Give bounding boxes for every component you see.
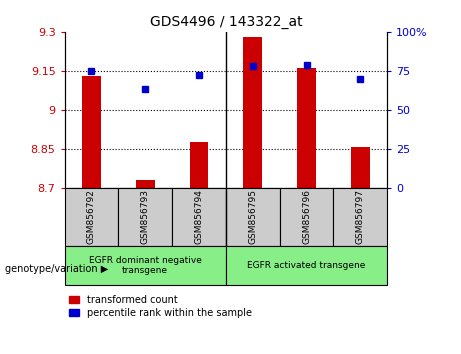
Bar (136, 180, 154, 188)
Title: GDS4496 / 143322_at: GDS4496 / 143322_at (149, 16, 302, 29)
Text: GSM856795: GSM856795 (248, 189, 257, 244)
Bar (297, 68, 316, 188)
Text: EGFR activated transgene: EGFR activated transgene (248, 261, 366, 270)
Text: GSM856797: GSM856797 (356, 189, 365, 244)
Text: GSM856792: GSM856792 (87, 189, 96, 244)
Text: GSM856793: GSM856793 (141, 189, 150, 244)
Text: EGFR dominant negative
transgene: EGFR dominant negative transgene (89, 256, 201, 275)
Bar (351, 147, 370, 188)
Bar (243, 37, 262, 188)
Bar (333, 188, 387, 246)
Bar (82, 76, 101, 188)
Text: GSM856794: GSM856794 (195, 189, 203, 244)
Bar (65, 188, 118, 246)
Bar (226, 188, 280, 246)
Bar (189, 142, 208, 188)
Bar (65, 246, 226, 285)
Bar (280, 188, 333, 246)
Bar (172, 188, 226, 246)
Text: genotype/variation ▶: genotype/variation ▶ (5, 264, 108, 274)
Legend: transformed count, percentile rank within the sample: transformed count, percentile rank withi… (70, 295, 252, 318)
Bar (118, 188, 172, 246)
Text: GSM856796: GSM856796 (302, 189, 311, 244)
Bar (226, 246, 387, 285)
